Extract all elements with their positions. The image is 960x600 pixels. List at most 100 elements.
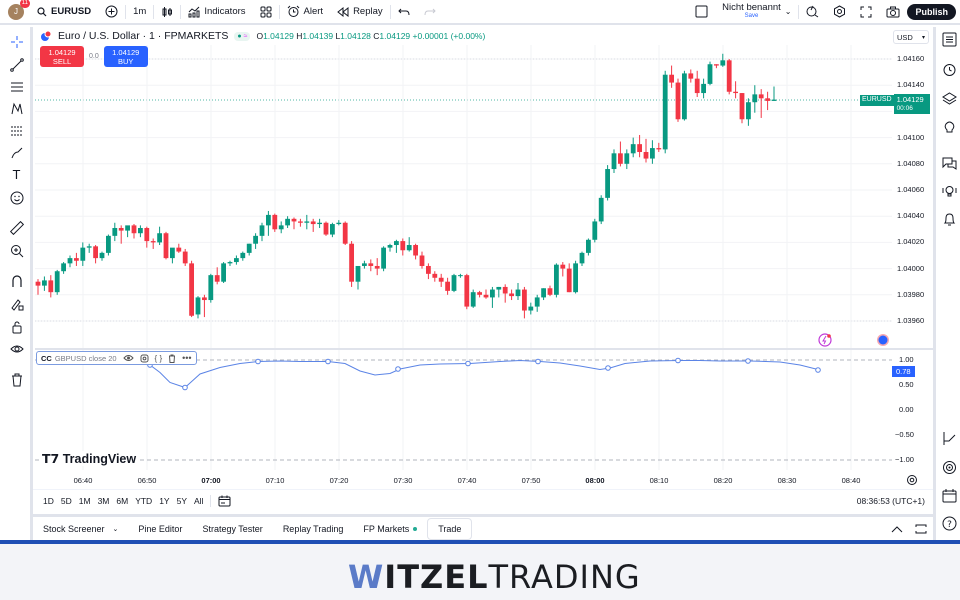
redo-button[interactable] — [417, 0, 443, 24]
tradingview-watermark[interactable]: 𝗧𝟳 TradingView — [42, 451, 139, 466]
settings-button[interactable] — [826, 0, 853, 24]
price-chart[interactable] — [0, 0, 960, 540]
layers-icon[interactable] — [941, 90, 957, 106]
range-6m[interactable]: 6M — [116, 495, 129, 506]
unlock-icon[interactable] — [9, 319, 24, 334]
replay-button[interactable]: Replay — [330, 0, 390, 24]
range-ytd[interactable]: YTD — [135, 495, 153, 506]
time-tick: 08:40 — [841, 476, 861, 485]
candles-icon — [162, 6, 173, 17]
layout-name: Nicht benannt Save — [722, 2, 781, 21]
range-1d[interactable]: 1D — [43, 495, 54, 506]
eye-icon[interactable] — [122, 354, 134, 362]
save-link[interactable]: Save — [744, 12, 759, 19]
ohlc-values: O1.04129 H1.04139 L1.04128 C1.04129 +0.0… — [256, 31, 486, 41]
current-price-box: 1.04129 00:06 — [893, 94, 930, 114]
brush-icon[interactable] — [9, 145, 24, 160]
target-icon[interactable] — [941, 459, 957, 475]
crosshair-icon[interactable] — [9, 34, 24, 49]
templates-button[interactable] — [253, 0, 279, 24]
ruler-icon[interactable] — [9, 220, 24, 235]
range-5y[interactable]: 5Y — [176, 495, 187, 506]
notification-bell-icon[interactable] — [941, 211, 957, 227]
alarm-clock-icon[interactable] — [941, 61, 957, 77]
bar-countdown: 00:06 — [896, 105, 913, 112]
trash-icon[interactable] — [168, 354, 176, 363]
maximize-panel-icon[interactable] — [915, 524, 927, 534]
eye-hide-icon[interactable] — [9, 341, 24, 356]
economic-event-icon[interactable] — [818, 333, 832, 347]
alert-button[interactable]: Alert — [280, 0, 331, 24]
market-status-pill[interactable]: ● ≈ — [234, 31, 251, 41]
forecast-icon[interactable] — [9, 123, 24, 138]
tab-fp-markets[interactable]: FP Markets — [353, 518, 427, 540]
range-1m[interactable]: 1M — [78, 495, 91, 506]
compare-symbol-button[interactable] — [98, 0, 125, 24]
trend-line-icon[interactable] — [9, 57, 24, 72]
avatar[interactable]: J 11 — [8, 0, 30, 20]
price-tick: 1.04140 — [897, 80, 925, 90]
emoji-icon[interactable] — [9, 190, 24, 205]
pattern-icon[interactable] — [9, 101, 24, 116]
source-code-icon[interactable]: { } — [154, 353, 163, 363]
sell-button[interactable]: 1.04129 SELL — [40, 46, 84, 67]
low-value: 1.04128 — [340, 31, 371, 41]
trash-icon[interactable] — [9, 372, 24, 387]
gear-icon — [834, 5, 846, 18]
indicators-button[interactable]: Indicators — [181, 0, 252, 24]
flag-event-icon[interactable] — [876, 333, 890, 347]
more-icon[interactable]: ••• — [182, 353, 192, 363]
range-1y[interactable]: 1Y — [159, 495, 170, 506]
brand-part2: TRADING — [488, 558, 641, 596]
tab-strategy-tester[interactable]: Strategy Tester — [202, 523, 263, 534]
zoom-in-icon[interactable] — [9, 243, 24, 258]
fullscreen-button[interactable] — [853, 0, 879, 24]
symbol-title[interactable]: Euro / U.S. Dollar · 1 · FPMARKETS — [58, 30, 229, 42]
indicator-tick: −0.50 — [895, 430, 914, 439]
symbol-search-button[interactable]: EURUSD — [30, 0, 98, 24]
currency-select[interactable]: USD ▾ — [893, 30, 929, 44]
interval-button[interactable]: 1m — [133, 6, 147, 17]
tab-pine-editor[interactable]: Pine Editor — [138, 523, 183, 534]
text-icon[interactable]: T — [12, 167, 21, 182]
fib-retracement-icon[interactable] — [9, 79, 24, 94]
range-3m[interactable]: 3M — [97, 495, 110, 506]
clock-timezone[interactable]: 08:36:53 (UTC+1) — [856, 495, 925, 506]
current-price-label: EURUSD 1.04129 00:06 — [860, 94, 930, 114]
publish-button[interactable]: Publish — [907, 3, 956, 20]
price-tick: 1.04080 — [897, 158, 925, 168]
chart-type-button[interactable] — [154, 0, 180, 24]
screenshot-button[interactable] — [879, 0, 907, 24]
goto-date-icon[interactable] — [218, 495, 231, 507]
help-icon[interactable]: ? — [941, 515, 957, 531]
watchlist-icon[interactable] — [941, 31, 957, 47]
divider — [389, 4, 391, 19]
open-value: 1.04129 — [263, 31, 294, 41]
idea-stream-icon[interactable] — [941, 183, 957, 199]
settings-icon[interactable] — [140, 354, 149, 363]
chevron-up-icon[interactable] — [891, 525, 903, 533]
lightbulb-icon[interactable] — [941, 119, 957, 135]
range-5d[interactable]: 5D — [60, 495, 72, 506]
multi-layout-button[interactable] — [688, 0, 715, 24]
calendar-icon[interactable] — [941, 487, 957, 503]
indicator-legend[interactable]: CC GBPUSD close 20 { } ••• — [36, 351, 197, 365]
square-icon — [695, 5, 708, 18]
layout-menu-button[interactable]: Nicht benannt Save ⌄ — [715, 0, 798, 24]
magnet-icon[interactable] — [9, 273, 24, 288]
undo-button[interactable] — [391, 0, 417, 24]
quick-search-button[interactable] — [799, 0, 826, 24]
bottom-panel-tabs: Stock Screener ⌄ Pine Editor Strategy Tes… — [33, 514, 933, 540]
tab-stock-screener[interactable]: Stock Screener ⌄ — [43, 523, 119, 534]
chart-legend: Euro / U.S. Dollar · 1 · FPMARKETS ● ≈ O1… — [40, 30, 485, 42]
tab-trade[interactable]: Trade — [427, 517, 473, 540]
lock-drawing-icon[interactable] — [9, 296, 24, 311]
buy-button[interactable]: 1.04129 BUY — [103, 46, 148, 67]
footer-banner: WITZELTRADING — [0, 540, 960, 600]
range-all[interactable]: All — [194, 495, 204, 506]
chart-settings-icon[interactable] — [906, 474, 918, 486]
chat-icon[interactable] — [941, 155, 957, 171]
search-icon — [37, 6, 47, 16]
tab-replay-trading[interactable]: Replay Trading — [282, 523, 344, 534]
options-strategy-icon[interactable] — [941, 430, 957, 446]
